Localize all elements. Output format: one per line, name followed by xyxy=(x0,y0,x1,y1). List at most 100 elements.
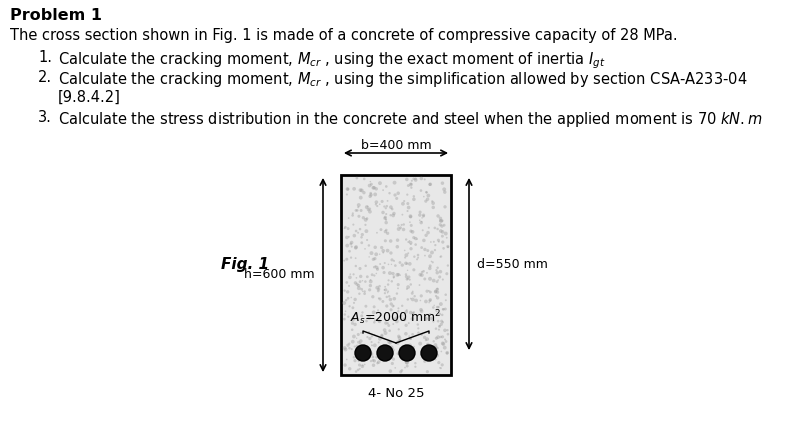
Point xyxy=(431,352,443,359)
Point xyxy=(381,230,394,237)
Point xyxy=(387,212,400,219)
Point xyxy=(351,174,363,181)
Point xyxy=(427,318,439,325)
Point xyxy=(347,333,360,340)
Point xyxy=(381,203,393,210)
Point xyxy=(429,342,442,349)
Point xyxy=(351,347,364,354)
Point xyxy=(366,353,379,360)
Point xyxy=(441,349,454,356)
Point xyxy=(343,365,356,372)
Point xyxy=(402,239,415,246)
Point xyxy=(402,182,415,189)
Point xyxy=(356,288,369,295)
Point xyxy=(406,228,419,235)
Point xyxy=(354,187,367,194)
Point xyxy=(436,362,449,368)
Point xyxy=(355,239,368,246)
Point xyxy=(400,359,413,365)
Point xyxy=(363,205,376,212)
Point xyxy=(364,193,377,200)
Point xyxy=(402,250,415,257)
Point xyxy=(392,350,404,357)
Point xyxy=(385,301,397,307)
Point xyxy=(392,222,404,229)
Point xyxy=(347,299,360,306)
Point xyxy=(389,179,401,186)
Point xyxy=(400,362,413,369)
Point xyxy=(346,346,358,352)
Point xyxy=(392,271,404,278)
Point xyxy=(381,247,394,254)
Point xyxy=(439,230,452,237)
Point xyxy=(442,331,454,338)
Point xyxy=(438,186,450,193)
Point xyxy=(434,253,446,260)
Point xyxy=(366,293,379,300)
Point xyxy=(402,284,415,291)
Point xyxy=(404,295,417,302)
Point xyxy=(405,222,418,229)
Point xyxy=(374,251,386,258)
Point xyxy=(414,209,427,216)
Point xyxy=(416,268,428,275)
Point xyxy=(354,338,367,345)
Point xyxy=(437,306,450,313)
Point xyxy=(340,297,353,304)
Point xyxy=(413,217,426,224)
Point xyxy=(383,190,396,197)
Point xyxy=(393,326,405,333)
Point xyxy=(357,214,370,221)
Point xyxy=(408,293,421,300)
Point xyxy=(404,336,417,343)
Point xyxy=(409,175,422,182)
Point xyxy=(361,215,374,222)
Point xyxy=(430,325,442,332)
Point xyxy=(392,305,404,312)
Point xyxy=(370,185,382,192)
Point xyxy=(385,278,398,285)
Point xyxy=(374,312,387,319)
Point xyxy=(363,346,376,353)
Point xyxy=(377,209,389,216)
Point xyxy=(400,260,413,267)
Point xyxy=(364,190,377,197)
Point xyxy=(400,359,413,366)
Point xyxy=(411,256,423,263)
Point xyxy=(403,274,416,281)
Point xyxy=(342,342,354,349)
Point xyxy=(434,268,446,275)
Point xyxy=(402,320,415,326)
Point xyxy=(419,275,431,282)
Point xyxy=(374,349,387,356)
Point xyxy=(428,224,441,231)
Point xyxy=(361,273,374,280)
Point xyxy=(413,281,426,288)
Point xyxy=(364,178,377,185)
Point xyxy=(353,213,366,220)
Point xyxy=(442,243,454,250)
Point xyxy=(350,207,362,214)
Point xyxy=(441,350,454,357)
Point xyxy=(392,285,404,292)
Point xyxy=(415,187,427,194)
Point xyxy=(371,266,384,273)
Point xyxy=(366,333,378,340)
Point xyxy=(416,244,428,251)
Point xyxy=(412,252,424,259)
Point xyxy=(388,273,400,280)
Point xyxy=(423,253,436,260)
Point xyxy=(356,362,369,369)
Point xyxy=(400,307,413,313)
Point xyxy=(384,270,396,277)
Point xyxy=(361,333,374,340)
Point xyxy=(368,331,381,338)
Point xyxy=(403,237,416,244)
Point xyxy=(431,269,443,276)
Point xyxy=(381,289,394,296)
Point xyxy=(382,261,395,268)
Point xyxy=(440,270,453,277)
Point xyxy=(427,304,439,311)
Point xyxy=(400,273,412,280)
Point xyxy=(397,221,410,228)
